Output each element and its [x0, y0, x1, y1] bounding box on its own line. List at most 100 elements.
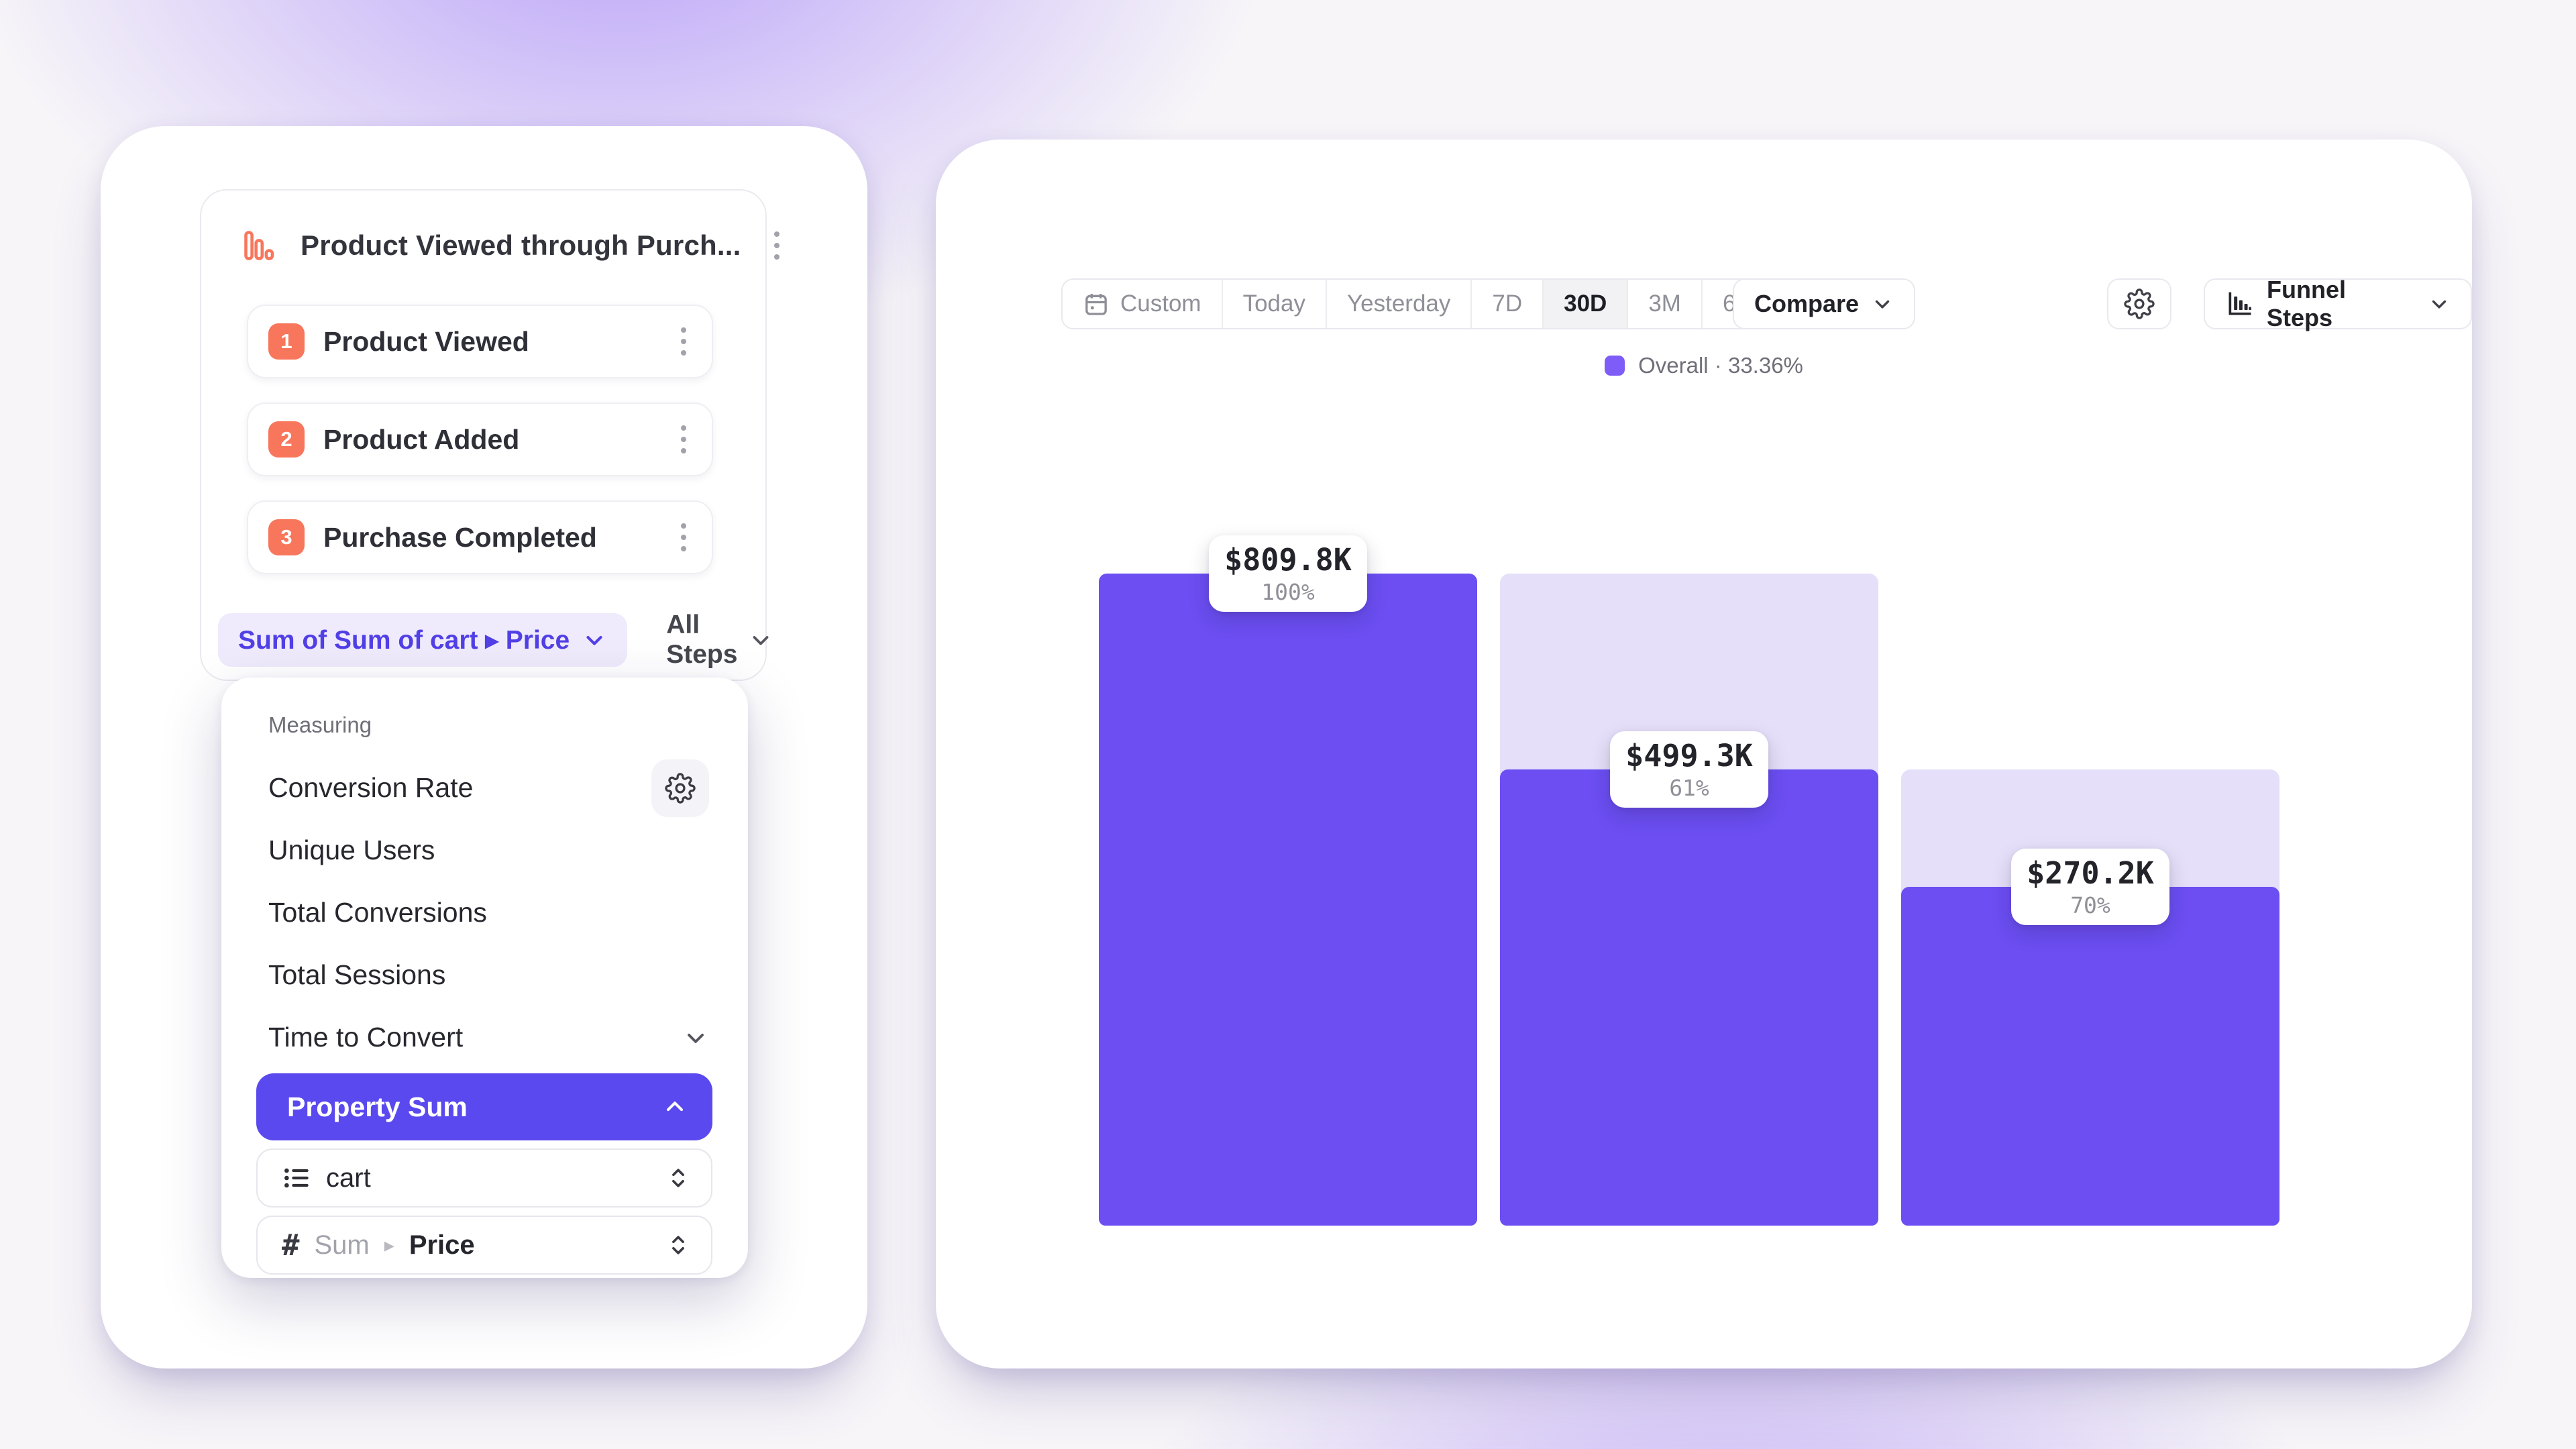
step-number-badge: 3 — [268, 519, 305, 555]
chevron-down-icon — [2428, 292, 2451, 315]
steps-scope-label: All Steps — [666, 610, 738, 669]
measuring-dropdown-panel: Measuring Conversion Rate Unique — [221, 678, 748, 1278]
date-range-segment[interactable]: 3M — [1628, 280, 1703, 328]
bar-value: $499.3K — [1625, 737, 1753, 773]
chevron-down-icon — [748, 627, 773, 653]
menu-item-total-conversions[interactable]: Total Conversions — [268, 881, 709, 944]
updown-chevrons-icon — [665, 1165, 691, 1191]
aggregation-prefix: Sum — [314, 1230, 370, 1260]
date-range-segment[interactable]: Today — [1222, 280, 1327, 328]
date-range-label: Yesterday — [1347, 290, 1451, 317]
date-range-segment[interactable]: 30D — [1544, 280, 1629, 328]
menu-item-time-to-convert[interactable]: Time to Convert — [268, 1006, 709, 1069]
bar-percent: 61% — [1669, 774, 1709, 801]
compare-label: Compare — [1754, 290, 1860, 317]
steps-scope-dropdown[interactable]: All Steps — [666, 610, 773, 669]
calendar-icon — [1083, 290, 1110, 317]
funnel-kebab-menu-icon[interactable] — [765, 225, 789, 266]
aggregation-select[interactable]: # Sum ▸ Price — [256, 1216, 712, 1275]
menu-item-unique-users[interactable]: Unique Users — [268, 819, 709, 881]
step-kebab-menu-icon[interactable] — [672, 517, 696, 558]
funnel-builder-card: Product Viewed through Purch... 1 Produc… — [101, 126, 867, 1368]
menu-item-label: Time to Convert — [268, 1022, 464, 1053]
funnel-step-row[interactable]: 2 Product Added — [247, 402, 713, 476]
aggregation-value: Price — [409, 1230, 475, 1260]
breadcrumb-arrow: ▸ — [384, 1234, 394, 1256]
bar-tooltip: $499.3K 61% — [1610, 731, 1768, 808]
bar-fill-area — [1901, 574, 2279, 1226]
bar-chart-icon — [2225, 289, 2255, 319]
property-select[interactable]: cart — [256, 1148, 712, 1208]
chevron-up-icon — [661, 1093, 688, 1120]
chart-settings-button[interactable] — [2107, 278, 2171, 329]
menu-item-conversion-rate[interactable]: Conversion Rate — [268, 757, 709, 819]
step-number-badge: 2 — [268, 421, 305, 458]
bar-value: $809.8K — [1224, 542, 1352, 578]
bar-value: $270.2K — [2027, 855, 2154, 891]
bar-solid — [1099, 574, 1477, 1226]
date-range-label: Custom — [1120, 290, 1201, 317]
funnel-steps-list: 1 Product Viewed 2 Product Added 3 Purch… — [247, 305, 713, 574]
step-label: Product Added — [323, 423, 520, 455]
date-range-label: 30D — [1564, 290, 1607, 317]
funnel-chart-icon — [241, 228, 276, 263]
date-range-segment[interactable]: Yesterday — [1327, 280, 1472, 328]
hash-icon: # — [282, 1228, 300, 1263]
bar-tooltip: $270.2K 70% — [2011, 848, 2169, 925]
chevron-down-icon — [682, 1024, 709, 1051]
legend-label: Overall · 33.36% — [1638, 353, 1803, 378]
menu-item-label: Conversion Rate — [268, 772, 474, 803]
menu-item-label: Unique Users — [268, 835, 435, 865]
date-range-label: Today — [1242, 290, 1305, 317]
chevron-down-icon — [1871, 292, 1894, 315]
chart-type-dropdown[interactable]: Funnel Steps — [2204, 276, 2472, 331]
menu-item-total-sessions[interactable]: Total Sessions — [268, 944, 709, 1006]
updown-chevrons-icon — [665, 1232, 691, 1258]
bar-solid — [1500, 769, 1878, 1226]
property-select-value: cart — [326, 1163, 371, 1193]
step-kebab-menu-icon[interactable] — [672, 419, 696, 460]
measuring-menu-items: Conversion Rate Unique Users Tot — [268, 757, 709, 1069]
gear-icon — [2124, 288, 2155, 319]
funnel-footer: Sum of Sum of cart ▸ Price All Steps — [218, 610, 769, 669]
funnel-bar-step-1[interactable]: $809.8K 100% — [1099, 535, 1477, 1226]
bar-fill-area — [1500, 574, 1878, 1226]
bar-percent: 70% — [2070, 892, 2110, 918]
step-kebab-menu-icon[interactable] — [672, 321, 696, 362]
step-label: Purchase Completed — [323, 521, 597, 553]
date-range-label: 7D — [1492, 290, 1523, 317]
menu-item-label: Property Sum — [287, 1091, 468, 1122]
measurement-dropdown[interactable]: Sum of Sum of cart ▸ Price — [218, 613, 628, 667]
chart-legend: Overall · 33.36% — [936, 353, 2472, 378]
funnel-title: Product Viewed through Purch... — [301, 229, 741, 261]
menu-item-property-sum-selected[interactable]: Property Sum — [256, 1073, 712, 1140]
measuring-section-label: Measuring — [268, 712, 372, 737]
gear-icon — [665, 772, 696, 804]
compare-button[interactable]: Compare — [1733, 278, 1916, 329]
bar-fill-area — [1099, 574, 1477, 1226]
bar-solid — [1901, 886, 2279, 1226]
menu-item-label: Total Conversions — [268, 897, 487, 928]
funnel-chart-card: Custom Today Yesterday 7D 30D 3M 6M 12M … — [936, 140, 2472, 1368]
step-label: Product Viewed — [323, 325, 529, 357]
conversion-rate-settings-button[interactable] — [651, 759, 709, 817]
list-icon — [282, 1163, 311, 1193]
date-range-segment[interactable]: Custom — [1063, 280, 1223, 328]
funnel-bar-step-2[interactable]: $499.3K 61% — [1500, 574, 1878, 1226]
funnel-step-row[interactable]: 3 Purchase Completed — [247, 500, 713, 574]
menu-item-label: Total Sessions — [268, 959, 446, 990]
funnel-step-row[interactable]: 1 Product Viewed — [247, 305, 713, 378]
funnel-header: Product Viewed through Purch... — [241, 215, 780, 276]
date-range-label: 3M — [1648, 290, 1681, 317]
chart-toolbar: Custom Today Yesterday 7D 30D 3M 6M 12M … — [936, 276, 2472, 331]
funnel-bar-step-3[interactable]: $270.2K 70% — [1901, 574, 2279, 1226]
legend-swatch — [1605, 356, 1625, 376]
bar-percent: 100% — [1261, 579, 1315, 605]
date-range-segment[interactable]: 7D — [1472, 280, 1544, 328]
step-number-badge: 1 — [268, 323, 305, 360]
measurement-label: Sum of Sum of cart ▸ Price — [238, 625, 570, 655]
chevron-down-icon — [582, 627, 607, 653]
bar-tooltip: $809.8K 100% — [1209, 535, 1367, 612]
chart-type-label: Funnel Steps — [2267, 276, 2346, 331]
